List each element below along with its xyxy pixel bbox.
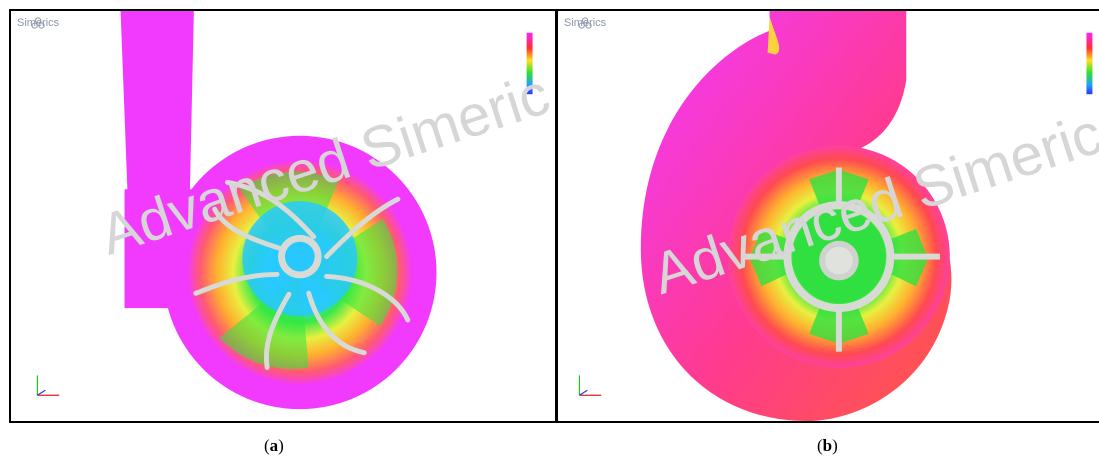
figure-panel-a: Advanced Simeric Simerics	[9, 9, 557, 423]
axis-triad-icon	[36, 375, 60, 396]
simerics-logo-icon	[578, 17, 592, 29]
caption-a: (a)	[264, 436, 284, 455]
brand-label: Simerics	[564, 17, 606, 29]
brand-label: Simerics	[17, 17, 59, 29]
discharge-pipe	[120, 11, 194, 219]
pump-simulation-a	[36, 11, 533, 410]
figure-panel-b: Advanced Simeric Pipeline Simerics	[556, 9, 1099, 423]
impeller-blades	[741, 167, 940, 352]
color-legend-bar	[526, 32, 533, 95]
axis-triad-icon	[578, 375, 602, 396]
simerics-logo-icon	[31, 17, 45, 29]
impeller-blades	[193, 179, 411, 370]
color-legend-bar	[1086, 32, 1093, 95]
caption-b: (b)	[817, 436, 838, 455]
pump-simulation-b	[578, 11, 1093, 421]
